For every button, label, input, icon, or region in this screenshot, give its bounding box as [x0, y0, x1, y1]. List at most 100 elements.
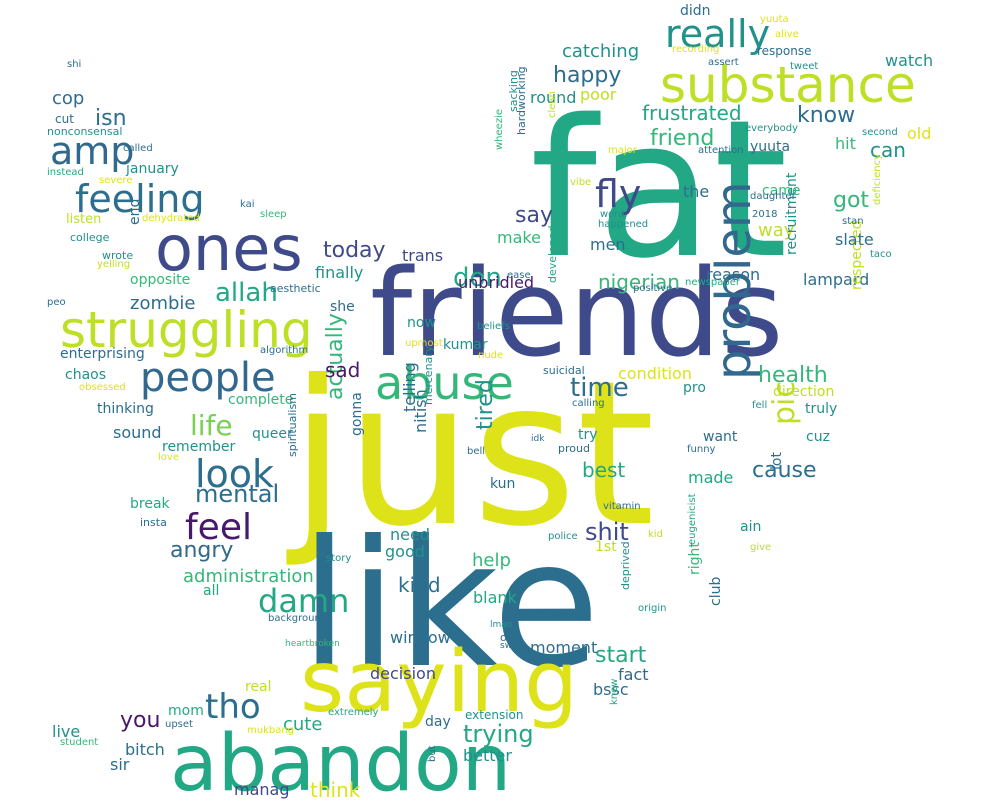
cloud-word: need: [390, 525, 430, 544]
cloud-word: shi: [67, 59, 82, 70]
cloud-word: start: [595, 643, 647, 668]
cloud-word: abandon: [170, 719, 512, 808]
cloud-word: amp: [50, 129, 135, 173]
cloud-word: developed: [546, 225, 559, 283]
cloud-word: story: [326, 553, 352, 564]
cloud-word: really: [665, 12, 771, 56]
cloud-word: slate: [835, 230, 874, 249]
cloud-word: ain: [740, 519, 762, 535]
cloud-word: newspaper: [685, 277, 740, 288]
cloud-word: didn: [680, 3, 711, 19]
cloud-word: nigerian: [598, 270, 680, 294]
cloud-word: swt: [500, 641, 516, 651]
cloud-word: friend: [650, 126, 715, 151]
cloud-word: administration: [183, 566, 314, 587]
cloud-word: mukbang: [247, 725, 295, 736]
cloud-word: blank: [473, 588, 517, 607]
cloud-word: sleep: [260, 209, 287, 220]
cloud-word: ease: [507, 270, 531, 281]
cloud-word: old: [907, 124, 932, 143]
cloud-word: watch: [885, 51, 934, 70]
cloud-word: peo: [47, 297, 66, 308]
cloud-word: called: [123, 143, 153, 154]
cloud-word: kumar: [443, 337, 488, 353]
cloud-word: tweet: [790, 61, 819, 72]
cloud-word: taco: [870, 249, 892, 260]
cloud-word: say: [515, 203, 553, 228]
cloud-word: club: [708, 576, 724, 606]
cloud-word: came: [762, 183, 801, 199]
cloud-word: best: [582, 458, 626, 482]
cloud-word: think: [310, 778, 361, 802]
cloud-word: algorithm: [260, 345, 309, 356]
cloud-word: recording: [672, 44, 720, 55]
cloud-word: allah: [215, 278, 278, 308]
cloud-word: cute: [283, 714, 323, 735]
cloud-word: isn: [95, 106, 127, 131]
cloud-word: origin: [638, 603, 667, 614]
cloud-word: like: [300, 504, 601, 707]
cloud-word: beliefs: [477, 321, 510, 332]
cloud-word: enterprising: [60, 346, 145, 362]
cloud-word: sound: [113, 423, 162, 442]
cloud-word: dehydrated: [142, 213, 200, 224]
cloud-word: police: [548, 531, 578, 542]
cloud-word: lot: [769, 452, 785, 470]
cloud-word: deficiency: [872, 154, 883, 205]
cloud-word: mental: [195, 480, 280, 508]
cloud-word: condition: [618, 364, 692, 383]
cloud-word: wrote: [102, 249, 134, 262]
cloud-word: all: [203, 583, 220, 599]
cloud-word: vibe: [570, 177, 592, 188]
cloud-word: pro: [683, 380, 706, 396]
cloud-word: poor: [580, 85, 617, 104]
cloud-word: severe: [99, 175, 133, 186]
cloud-word: calling: [572, 398, 605, 409]
cloud-word: the: [683, 182, 710, 201]
cloud-word: second: [862, 127, 898, 138]
cloud-word: manag: [234, 780, 290, 799]
cloud-word: struggling: [60, 301, 313, 359]
cloud-word: kai: [240, 199, 255, 210]
cloud-word: clean: [547, 91, 558, 118]
cloud-word: bssc: [593, 680, 629, 699]
cloud-word: instead: [47, 167, 84, 178]
cloud-word: finally: [315, 263, 364, 282]
cloud-word: catching: [562, 41, 640, 62]
cloud-word: major: [608, 145, 637, 156]
cloud-word: round: [530, 88, 577, 107]
cloud-word: insta: [140, 516, 167, 529]
cloud-word: real: [245, 679, 272, 695]
cloud-word: fact: [618, 665, 649, 684]
cloud-word: upset: [165, 719, 193, 730]
cloud-word: eugenicist: [687, 493, 698, 545]
cloud-word: aesthetic: [270, 282, 321, 295]
cloud-word: fell: [752, 400, 768, 411]
cloud-word: thinking: [97, 401, 154, 417]
cloud-word: kid: [648, 529, 663, 540]
cloud-word: bell: [467, 446, 486, 457]
cloud-word: lmao: [490, 620, 513, 630]
cloud-word: moment: [530, 638, 598, 657]
cloud-word: funny: [687, 444, 716, 455]
cloud-word: got: [833, 188, 870, 213]
cloud-word: right: [687, 542, 703, 575]
cloud-word: kun: [490, 476, 516, 492]
cloud-word: look: [195, 452, 275, 496]
cloud-word: unbridled: [458, 273, 535, 292]
cloud-word: tired: [473, 379, 498, 430]
cloud-word: lampard: [803, 270, 870, 289]
cloud-word: don: [453, 263, 502, 293]
cloud-word: feel: [185, 507, 252, 548]
cloud-word: spiritualism: [286, 393, 299, 457]
cloud-word: live: [52, 722, 81, 741]
cloud-word: men: [590, 235, 626, 254]
cloud-word: background: [268, 613, 328, 624]
cloud-word: end: [127, 198, 143, 225]
cloud-word: angry: [170, 538, 234, 563]
cloud-word: feeling: [75, 177, 205, 221]
cloud-word: queer: [252, 426, 293, 442]
cloud-word: upmost: [405, 338, 443, 349]
cloud-word: yelling: [97, 259, 131, 270]
cloud-word: 2018: [752, 209, 778, 220]
